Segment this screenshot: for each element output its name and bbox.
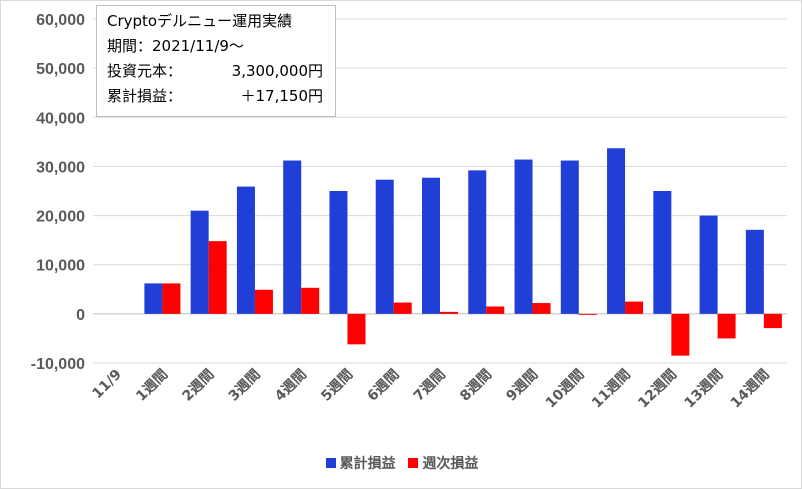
- x-tick-label: 4週間: [272, 367, 310, 405]
- legend: 累計損益 週次損益: [1, 453, 802, 473]
- legend-item-cumulative: 累計損益: [325, 453, 396, 473]
- x-tick-label: 14週間: [728, 367, 773, 412]
- info-period: 期間：2021/11/9～: [107, 37, 244, 55]
- y-tick-labels: -10,000 0 10,000 20,000 30,000 40,000 50,000 60…: [31, 12, 85, 373]
- y-tick-label: 20,000: [36, 209, 85, 226]
- bar-cumulative: [283, 160, 302, 314]
- x-tick-label: 12週間: [635, 367, 680, 412]
- x-tick-labels: 11/9 1週間 2週間 3週間 4週間 5週間 6週間 7週間 8週間 9週間 10週間 11週間 1…: [89, 367, 772, 412]
- x-tick-label: 3週間: [226, 367, 264, 405]
- bar-cumulative: [144, 283, 163, 314]
- bar-weekly: [717, 313, 736, 339]
- investment-label: 投資元本：: [107, 62, 183, 80]
- info-box: Cryptoデルニュー運用実績 期間：2021/11/9～ 投資元本： 3,30…: [96, 5, 336, 117]
- bar-cumulative: [236, 186, 255, 314]
- legend-label-weekly: 週次損益: [422, 456, 479, 472]
- bar-weekly: [347, 313, 366, 345]
- legend-label-cumulative: 累計損益: [339, 456, 396, 472]
- x-tick-label: 8週間: [457, 367, 495, 405]
- bar-weekly: [440, 311, 458, 314]
- y-tick-label: 10,000: [36, 258, 85, 275]
- bar-cumulative: [653, 191, 672, 314]
- cumulative-value: ＋17,150円: [240, 87, 324, 105]
- bar-cumulative: [560, 160, 579, 314]
- bar-weekly: [578, 313, 597, 315]
- x-tick-label: 11週間: [589, 367, 634, 412]
- investment-value: 3,300,000円: [231, 62, 323, 80]
- bar-cumulative: [468, 170, 487, 314]
- bar-cumulative: [375, 179, 394, 314]
- y-tick-label: 50,000: [36, 61, 85, 78]
- bar-weekly: [763, 313, 782, 329]
- y-tick-label: 30,000: [36, 159, 85, 176]
- info-investment-row: 投資元本： 3,300,000円: [107, 59, 325, 84]
- bar-weekly: [532, 303, 551, 314]
- bar-weekly: [671, 313, 690, 356]
- bar-cumulative: [514, 159, 533, 314]
- bar-weekly: [486, 306, 505, 314]
- x-tick-label: 13週間: [682, 367, 727, 412]
- legend-swatch-cumulative: [325, 458, 336, 468]
- bar-cumulative: [699, 215, 718, 314]
- bar-weekly: [208, 241, 227, 314]
- x-tick-label: 5週間: [318, 367, 356, 405]
- bar-cumulative: [329, 191, 348, 314]
- y-tick-label: 40,000: [36, 110, 85, 127]
- x-tick-label: 10週間: [543, 367, 588, 412]
- cumulative-label: 累計損益：: [107, 87, 183, 105]
- bar-weekly: [393, 302, 412, 314]
- y-tick-label: 0: [76, 307, 85, 324]
- bar-cumulative: [422, 177, 440, 314]
- info-cumulative-row: 累計損益： ＋17,150円: [107, 84, 325, 109]
- x-tick-label: 2週間: [179, 367, 217, 405]
- legend-item-weekly: 週次損益: [408, 453, 478, 473]
- info-title: Cryptoデルニュー運用実績: [107, 12, 293, 30]
- y-tick-label: 60,000: [36, 12, 85, 29]
- bar-weekly: [301, 287, 320, 314]
- bar-weekly: [254, 289, 273, 314]
- x-tick-label: 9週間: [503, 367, 541, 405]
- bar-cumulative: [607, 148, 626, 314]
- bar-cumulative: [190, 210, 209, 314]
- x-tick-label: 6週間: [365, 367, 403, 405]
- x-tick-label: 1週間: [133, 367, 171, 405]
- bar-cumulative: [745, 229, 764, 314]
- x-tick-label: 11/9: [89, 367, 125, 403]
- bar-weekly: [162, 283, 181, 314]
- legend-swatch-weekly: [408, 458, 419, 468]
- bar-weekly: [625, 301, 644, 314]
- x-tick-label: 7週間: [411, 367, 449, 405]
- bar-layer: [144, 148, 782, 356]
- y-tick-label: -10,000: [31, 356, 85, 373]
